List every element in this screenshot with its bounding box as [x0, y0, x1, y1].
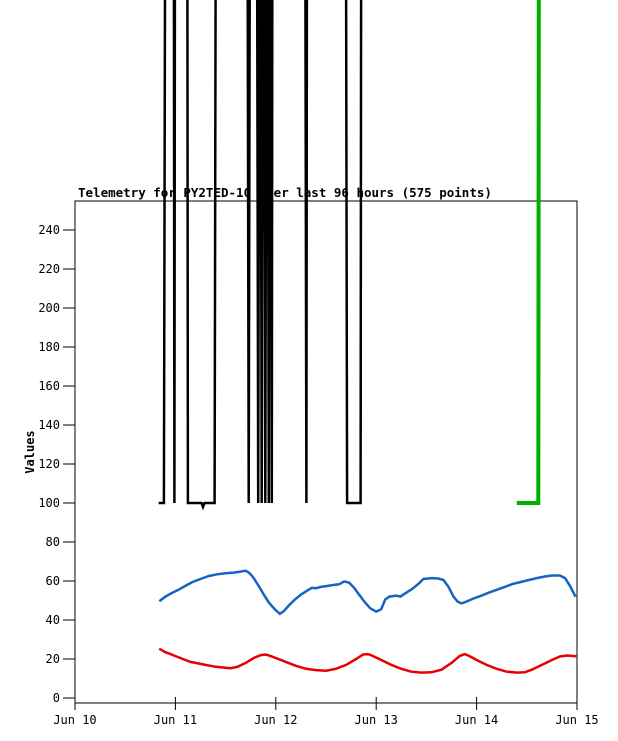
x-tick-label: Jun 10	[53, 713, 96, 727]
channel-blue-cycle	[158, 569, 577, 616]
y-tick-label: 120	[38, 457, 60, 471]
plot-border	[74, 200, 578, 704]
y-tick-label: 160	[38, 379, 60, 393]
y-tick-label: 100	[38, 496, 60, 510]
y-tick-label: 140	[38, 418, 60, 432]
y-tick-label: 80	[46, 535, 60, 549]
y-tick-label: 240	[38, 223, 60, 237]
chart-title: Telemetry for PY2TED-10 over last 96 hou…	[78, 185, 492, 200]
y-axis-ticks: 0 20 40 60 80 100 120 140 160 180 200 220 240	[38, 223, 75, 705]
x-tick-label: Jun 12	[254, 713, 297, 727]
x-axis-ticks: Jun 10 Jun 11 Jun 12 Jun 13 Jun 14 Jun 15	[53, 697, 599, 727]
y-tick-label: 60	[46, 574, 60, 588]
x-tick-label: Jun 15	[555, 713, 598, 727]
y-tick-label: 220	[38, 262, 60, 276]
y-tick-label: 180	[38, 340, 60, 354]
x-tick-label: Jun 13	[355, 713, 398, 727]
x-tick-label: Jun 11	[154, 713, 197, 727]
y-tick-label: 40	[46, 613, 60, 627]
y-tick-label: 200	[38, 301, 60, 315]
y-tick-label: 20	[46, 652, 60, 666]
x-tick-label: Jun 14	[455, 713, 498, 727]
channel-red-cycle	[158, 647, 577, 674]
y-tick-label: 0	[53, 691, 60, 705]
channel-black-spikes	[158, 0, 363, 511]
series-lines	[158, 0, 577, 674]
y-axis-label: Values	[23, 430, 37, 473]
channel-green-step	[516, 0, 541, 505]
